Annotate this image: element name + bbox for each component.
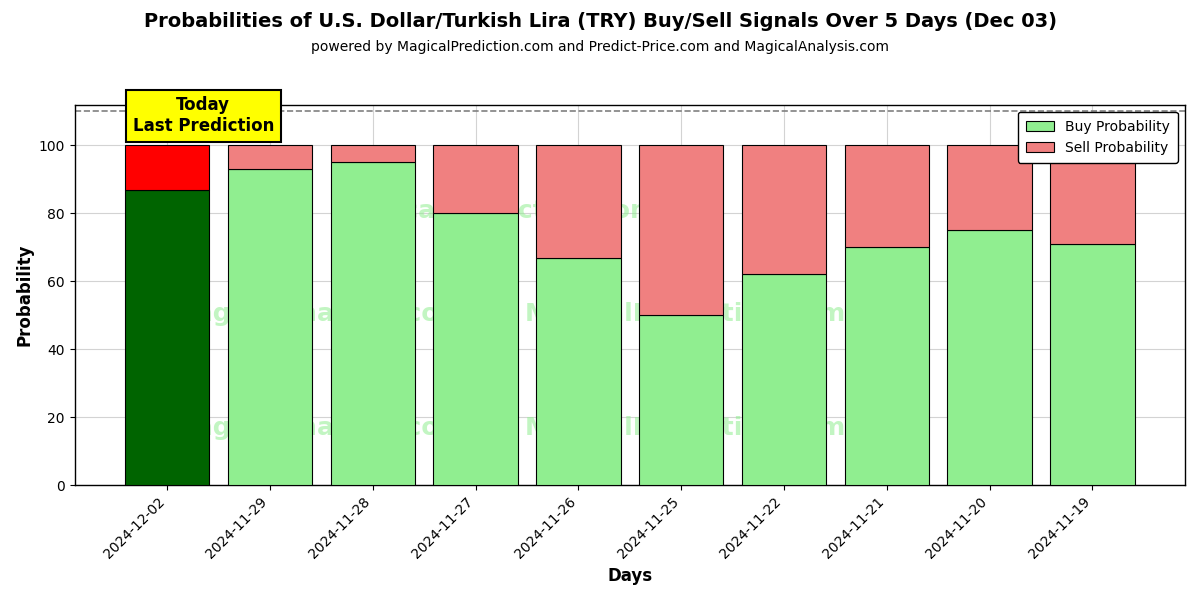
Bar — [742, 274, 826, 485]
Text: MagicalAnalysis.com: MagicalAnalysis.com — [172, 302, 466, 326]
Text: Today
Last Prediction: Today Last Prediction — [132, 97, 274, 135]
Bar — [125, 190, 210, 485]
Legend: Buy Probability, Sell Probability: Buy Probability, Sell Probability — [1018, 112, 1178, 163]
Bar — [125, 145, 210, 190]
Bar — [742, 145, 826, 274]
Text: MagicalPrediction.com: MagicalPrediction.com — [336, 199, 658, 223]
Text: MagicalPrediction.com: MagicalPrediction.com — [524, 416, 846, 440]
Bar — [536, 145, 620, 257]
Bar — [228, 145, 312, 169]
Text: powered by MagicalPrediction.com and Predict-Price.com and MagicalAnalysis.com: powered by MagicalPrediction.com and Pre… — [311, 40, 889, 54]
X-axis label: Days: Days — [607, 567, 653, 585]
Bar — [433, 145, 517, 214]
Bar — [948, 230, 1032, 485]
Bar — [640, 315, 724, 485]
Bar — [536, 257, 620, 485]
Bar — [1050, 244, 1134, 485]
Bar — [433, 214, 517, 485]
Y-axis label: Probability: Probability — [16, 244, 34, 346]
Text: MagicalAnalysis.com: MagicalAnalysis.com — [172, 416, 466, 440]
Bar — [331, 145, 415, 163]
Bar — [228, 169, 312, 485]
Bar — [845, 247, 929, 485]
Text: MagicalPrediction.com: MagicalPrediction.com — [524, 302, 846, 326]
Bar — [640, 145, 724, 315]
Bar — [845, 145, 929, 247]
Text: Probabilities of U.S. Dollar/Turkish Lira (TRY) Buy/Sell Signals Over 5 Days (De: Probabilities of U.S. Dollar/Turkish Lir… — [144, 12, 1056, 31]
Bar — [948, 145, 1032, 230]
Bar — [331, 163, 415, 485]
Bar — [1050, 145, 1134, 244]
